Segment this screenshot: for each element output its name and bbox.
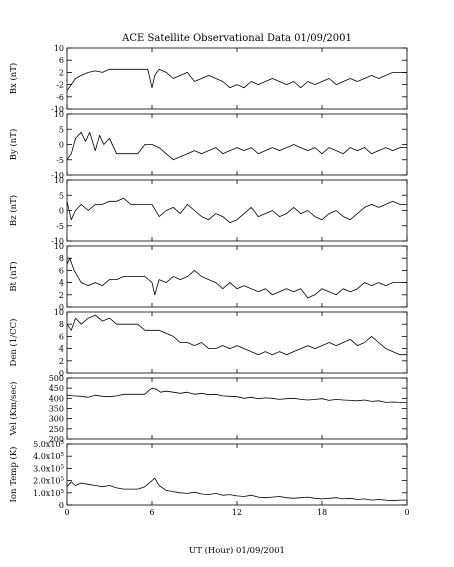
- y-tick-label: 200: [49, 435, 64, 444]
- y-tick-label: 0: [59, 207, 64, 216]
- y-tick-label: 10: [54, 44, 64, 53]
- y-tick-label: -10: [51, 171, 64, 180]
- y-tick-label: 0: [59, 141, 64, 150]
- y-tick-label: 10: [54, 110, 64, 119]
- y-axis-label: Ion Temp (K): [8, 447, 19, 503]
- y-tick-label: 8: [59, 320, 64, 329]
- y-tick-label: 10: [54, 308, 64, 317]
- y-tick-label: 2: [59, 357, 64, 366]
- panel-frame: [66, 113, 408, 176]
- series-line: [66, 197, 407, 224]
- y-tick-label: 1.0x105: [33, 489, 64, 498]
- panel-frame: [66, 47, 408, 110]
- y-tick-label: 6: [59, 56, 64, 65]
- y-axis-label: Bz (nT): [8, 195, 19, 226]
- y-tick-exponent: 5: [61, 464, 65, 470]
- y-tick-label: 3.0x105: [33, 464, 64, 473]
- y-tick-label: 4.0x105: [33, 452, 64, 461]
- y-tick-label: 300: [49, 415, 64, 424]
- x-tick-label: 18: [317, 508, 327, 517]
- chart-title: ACE Satellite Observational Data 01/09/2…: [121, 33, 352, 44]
- x-tick-label: 6: [149, 508, 154, 517]
- y-tick-label: 5: [59, 191, 64, 200]
- x-axis-label: UT (Hour) 01/09/2001: [189, 545, 285, 556]
- y-axis-label: Bt (nT): [8, 261, 19, 291]
- y-axis-label: Bx (nT): [8, 63, 19, 95]
- y-tick-exponent: 5: [61, 440, 65, 446]
- series-line: [66, 387, 407, 403]
- y-tick-label: 0: [59, 369, 64, 378]
- y-tick-label: 6: [59, 332, 64, 341]
- y-tick-label: 350: [49, 405, 64, 414]
- y-tick-label: 2: [59, 68, 64, 77]
- y-tick-label: 5: [59, 125, 64, 134]
- x-tick-label: 0: [404, 508, 409, 517]
- y-tick-label: 250: [49, 425, 64, 434]
- panel-3: 0 2 4 6 8 10 Bt (nT): [8, 242, 408, 312]
- y-tick-label: 10: [54, 176, 64, 185]
- y-tick-label: 2: [59, 291, 64, 300]
- series-line: [66, 131, 407, 161]
- x-tick-label: 0: [64, 508, 69, 517]
- y-tick-label: -2: [56, 81, 64, 90]
- panel-frame: [66, 179, 408, 242]
- y-tick-exponent: 5: [61, 452, 65, 458]
- y-tick-label: -5: [56, 156, 64, 165]
- series-line: [66, 68, 407, 91]
- series-line: [66, 314, 407, 356]
- y-axis-label: Vel (Km/sec): [8, 382, 19, 437]
- panel-frame: [66, 245, 408, 308]
- series-line: [66, 257, 407, 299]
- y-tick-label: 4: [59, 345, 64, 354]
- y-axis-label: Den (1/CC): [8, 319, 19, 367]
- y-tick-label: -10: [51, 105, 64, 114]
- y-tick-label: 450: [49, 384, 64, 393]
- y-tick-label: 500: [49, 374, 64, 383]
- y-tick-label: 8: [59, 254, 64, 263]
- y-tick-label: 0: [59, 303, 64, 312]
- y-tick-exponent: 5: [61, 489, 65, 495]
- y-axis-label: By (nT): [8, 129, 19, 161]
- panel-frame: [66, 377, 408, 440]
- panel-0: -10 -6 -2 2 6 10 Bx (nT): [8, 44, 408, 114]
- x-tick-label: 12: [232, 508, 242, 517]
- y-tick-exponent: 5: [61, 477, 65, 483]
- panels-group: -10 -6 -2 2 6 10 Bx (nT) -10 -5 0 5 10 By (nT) -10 -5 0…: [8, 44, 410, 517]
- y-tick-label: 5.0x105: [33, 440, 64, 449]
- y-tick-label: 10: [54, 242, 64, 251]
- y-tick-label: 400: [49, 394, 64, 403]
- y-tick-label: 4: [59, 279, 64, 288]
- panel-2: -10 -5 0 5 10 Bz (nT): [8, 176, 408, 246]
- panel-1: -10 -5 0 5 10 By (nT): [8, 110, 408, 180]
- y-tick-label: -10: [51, 237, 64, 246]
- series-line: [66, 477, 407, 502]
- panel-frame: [66, 311, 408, 374]
- y-tick-label: 6: [59, 266, 64, 275]
- y-tick-label: 0: [59, 501, 64, 510]
- y-tick-label: -6: [56, 93, 64, 102]
- panel-4: 0 2 4 6 8 10 Den (1/CC): [8, 308, 408, 378]
- y-tick-label: 2.0x105: [33, 477, 64, 486]
- panel-6: 0 1.0x105 2.0x105 3.0x105 4.0x105 5.0x105 Ion …: [8, 440, 408, 510]
- y-tick-label: -5: [56, 222, 64, 231]
